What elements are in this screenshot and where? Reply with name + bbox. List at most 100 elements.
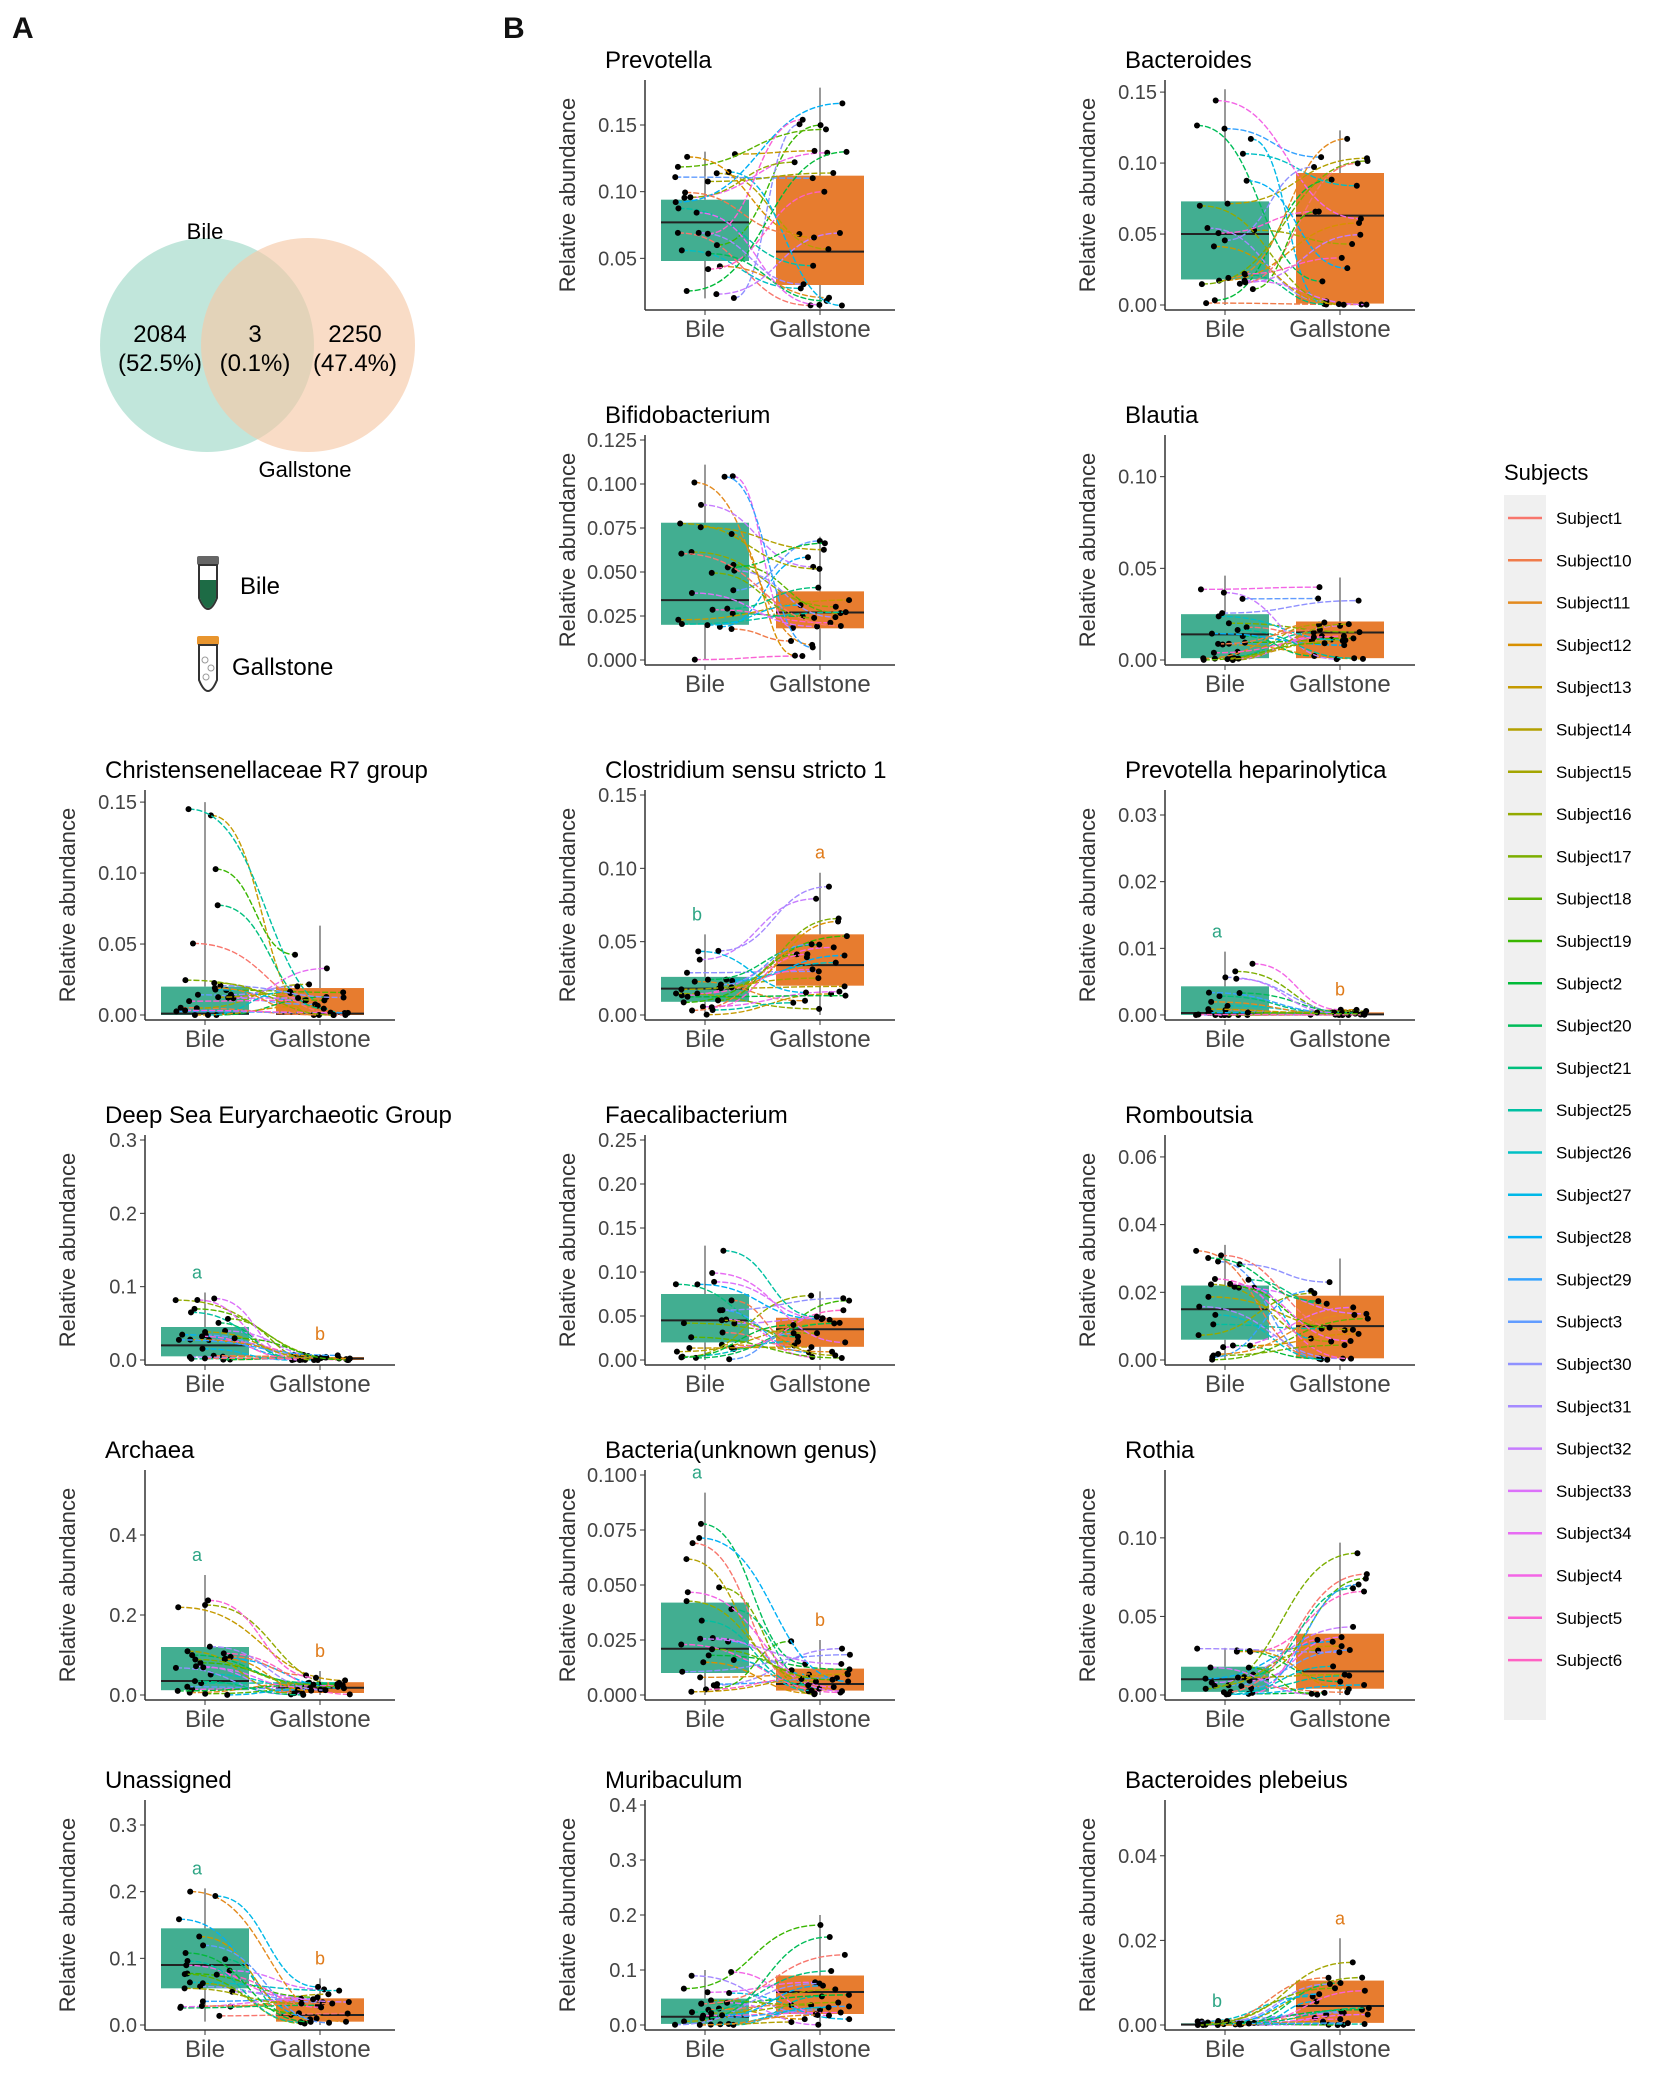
- data-point: [1211, 655, 1218, 662]
- venn-count-bile: 2084: [133, 321, 186, 348]
- data-point: [189, 940, 196, 947]
- significance-letter: b: [315, 1324, 325, 1344]
- data-point: [1247, 1342, 1254, 1349]
- subject-line: [707, 1981, 816, 1994]
- data-point: [181, 1985, 188, 1992]
- subject-lines: [172, 1295, 353, 1363]
- data-point: [1314, 1691, 1321, 1698]
- box-bile: [661, 522, 749, 625]
- venn-pct-bile: (52.5%): [118, 350, 202, 377]
- legend-item: Subject34: [1508, 1524, 1632, 1543]
- data-point: [187, 1888, 194, 1895]
- data-point: [184, 1683, 191, 1690]
- data-point: [1338, 1643, 1345, 1650]
- legend-item: Subject18: [1508, 890, 1632, 909]
- y-tick-label: 0.3: [109, 1815, 137, 1837]
- subject-line: [1217, 1976, 1363, 2025]
- data-point: [322, 1687, 329, 1694]
- data-point: [196, 1933, 203, 1940]
- data-point: [1344, 265, 1351, 272]
- subject-line: [224, 1658, 312, 1692]
- legend-item: Subject5: [1508, 1609, 1622, 1628]
- subject-line: [1196, 124, 1323, 283]
- data-point: [842, 992, 849, 999]
- subject-line: [732, 475, 794, 629]
- data-point: [1361, 2021, 1368, 2028]
- subject-line: [691, 1336, 842, 1359]
- subject-line: [1208, 1296, 1353, 1331]
- x-tick-label: Gallstone: [1289, 671, 1390, 698]
- data-point: [1236, 280, 1243, 287]
- data-point: [814, 1330, 821, 1337]
- y-tick-label: 0.05: [1118, 558, 1157, 580]
- subject-line: [680, 522, 820, 570]
- x-tick-label: Gallstone: [769, 1371, 870, 1398]
- data-point: [684, 153, 691, 160]
- data-point: [678, 1641, 685, 1648]
- data-point: [1350, 635, 1357, 642]
- subject-line: [1252, 1639, 1318, 1694]
- data-point: [704, 1989, 711, 1996]
- data-point: [713, 291, 720, 298]
- data-point: [804, 554, 811, 561]
- data-point: [1360, 1010, 1367, 1017]
- data-point: [1218, 1252, 1225, 1259]
- data-point: [695, 229, 702, 236]
- data-point: [1202, 1685, 1209, 1692]
- subject-line: [1219, 222, 1360, 282]
- x-tick-label: Gallstone: [769, 1706, 870, 1733]
- data-point: [689, 2009, 696, 2016]
- chart-bacteroides-plebeius: Bacteroides plebeius Relative abundance 0.…: [1075, 1767, 1415, 2063]
- chart-title: Faecalibacterium: [605, 1102, 788, 1129]
- data-point: [708, 569, 715, 576]
- subject-line: [692, 1970, 832, 2013]
- data-point: [1326, 1981, 1333, 1988]
- data-point: [811, 614, 818, 621]
- y-tick-label: 0.05: [598, 932, 637, 954]
- data-point: [313, 2015, 320, 2022]
- legend-item: Subject15: [1508, 763, 1632, 782]
- x-tick-label: Gallstone: [769, 316, 870, 343]
- legend-item: Subject12: [1508, 636, 1632, 655]
- data-point: [1211, 297, 1218, 304]
- subject-line: [1245, 273, 1327, 306]
- data-point: [1344, 135, 1351, 142]
- data-point: [346, 1691, 353, 1698]
- data-point: [329, 2000, 336, 2007]
- data-point: [186, 1979, 193, 1986]
- data-point: [680, 999, 687, 1006]
- x-tick-label: Gallstone: [769, 1026, 870, 1053]
- y-axis-label: Relative abundance: [55, 808, 80, 1002]
- data-point: [839, 100, 846, 107]
- data-point: [1345, 1686, 1352, 1693]
- subject-line: [711, 572, 815, 619]
- subject-line: [691, 1673, 848, 1693]
- data-point: [688, 1972, 695, 1979]
- data-point: [334, 1352, 341, 1359]
- data-point: [1323, 1300, 1330, 1307]
- y-tick-label: 0.00: [598, 1005, 637, 1027]
- data-point: [1196, 1303, 1203, 1310]
- data-point: [790, 1322, 797, 1329]
- data-point: [838, 1660, 845, 1667]
- data-point: [836, 988, 843, 995]
- data-point: [1359, 1974, 1366, 1981]
- subject-line: [684, 152, 828, 199]
- venn-circle-gallstone: [201, 238, 415, 452]
- subject-line: [189, 1356, 299, 1360]
- data-point: [215, 1319, 222, 1326]
- data-point: [1361, 1588, 1368, 1595]
- x-tick-label: Bile: [1205, 1706, 1245, 1733]
- legend-label: Subject18: [1556, 890, 1632, 909]
- significance-letter: b: [315, 1948, 325, 1968]
- box-bile: [661, 199, 749, 261]
- venn-count-gallstone: 2250: [328, 321, 381, 348]
- subject-lines: [678, 1520, 853, 1698]
- data-point: [343, 2018, 350, 2025]
- data-point: [841, 952, 848, 959]
- subject-line: [1199, 205, 1344, 306]
- data-point: [1340, 301, 1347, 308]
- legend-item: Subject17: [1508, 847, 1632, 866]
- data-point: [721, 473, 728, 480]
- y-tick-label: 0.02: [1118, 872, 1157, 894]
